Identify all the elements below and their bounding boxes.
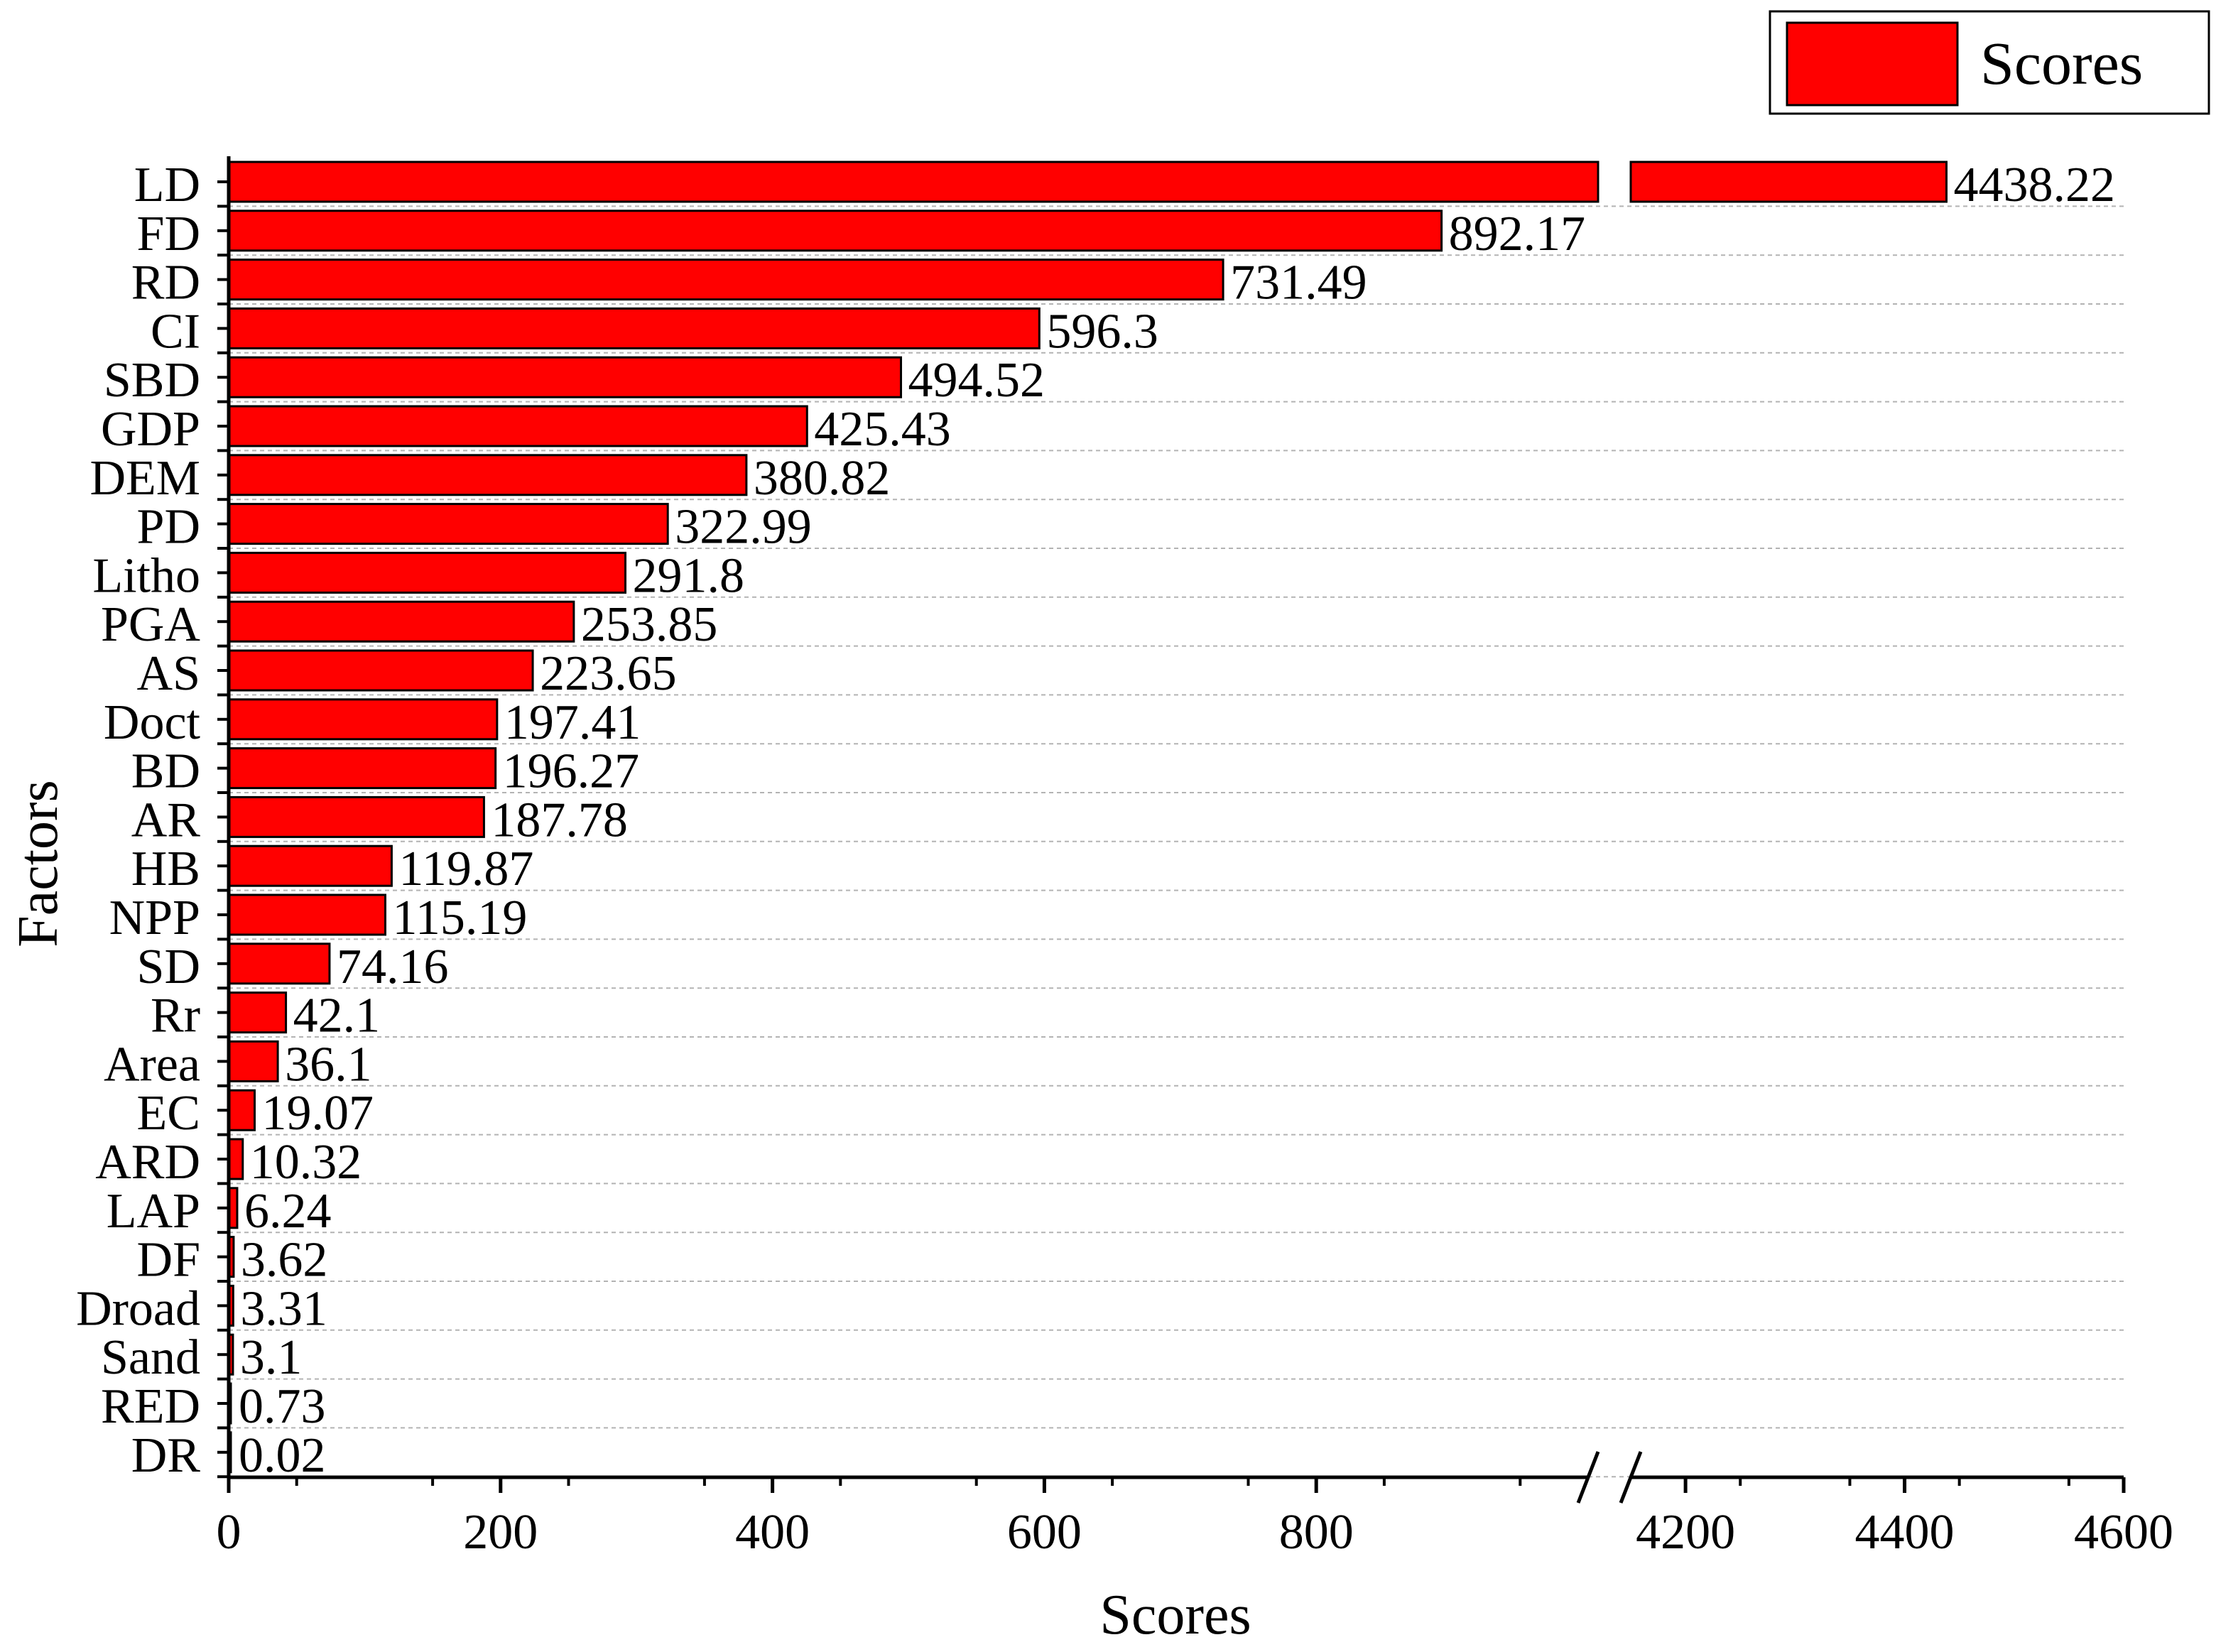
bar <box>227 454 748 496</box>
data-label: 3.1 <box>240 1330 303 1385</box>
x-tick-label: 0 <box>217 1505 241 1560</box>
x-tick-label: 4600 <box>2074 1505 2173 1560</box>
data-label: 494.52 <box>908 353 1045 408</box>
bar <box>227 942 331 985</box>
data-label: 3.31 <box>240 1281 327 1336</box>
bar <box>227 893 386 936</box>
data-label: 36.1 <box>285 1037 372 1092</box>
value-labels: 4438.22 892.17 731.49 596.3494.52425.43380.… <box>239 158 2115 1483</box>
category-label: FD <box>137 207 200 261</box>
bar <box>227 1138 244 1180</box>
category-label: AR <box>131 793 201 847</box>
bar <box>227 747 497 790</box>
axis-break-mark <box>1619 1451 1643 1504</box>
x-axis-ticks: 0 200 400 600 800 4200 4400 4600 <box>217 1477 2173 1560</box>
data-label: 115.19 <box>392 891 527 945</box>
category-label: PD <box>137 500 200 555</box>
category-label: ARD <box>95 1135 200 1190</box>
category-label: Droad <box>76 1281 200 1336</box>
category-label: SD <box>137 940 200 994</box>
x-tick-label: 600 <box>1007 1505 1082 1560</box>
axes <box>217 156 2124 1504</box>
category-label: Rr <box>151 989 200 1043</box>
data-label: 4438.22 <box>1953 158 2115 212</box>
data-label: 196.27 <box>503 744 640 799</box>
category-label: Sand <box>101 1330 200 1385</box>
data-label: 3.62 <box>241 1233 328 1288</box>
x-tick-label: 4200 <box>1636 1505 1735 1560</box>
category-label: DR <box>131 1428 201 1483</box>
bar <box>227 503 669 545</box>
category-label: RED <box>101 1379 200 1434</box>
category-labels: LDFDRDCISBDGDPDEMPDLithoPGAASDoctBDARHBN… <box>76 158 200 1483</box>
data-label: 6.24 <box>244 1184 332 1239</box>
bar <box>227 991 288 1034</box>
bar <box>227 551 627 594</box>
category-label: DF <box>137 1233 200 1288</box>
category-label: SBD <box>104 353 200 408</box>
x-tick-label: 400 <box>735 1505 810 1560</box>
data-label: 223.65 <box>540 646 677 701</box>
category-label: Doct <box>104 695 201 750</box>
category-label: Area <box>104 1037 200 1092</box>
x-axis-title: Scores <box>1099 1584 1251 1646</box>
bar <box>227 259 1224 301</box>
data-label: 0.02 <box>239 1428 326 1483</box>
gridlines <box>229 205 2124 1478</box>
category-label: GDP <box>101 402 200 457</box>
bar <box>227 698 499 741</box>
legend-label: Scores <box>1980 29 2143 97</box>
bar <box>227 307 1041 349</box>
data-label: 119.87 <box>398 842 533 896</box>
category-label: PGA <box>101 597 200 652</box>
category-label: BD <box>131 744 200 799</box>
bar <box>227 600 575 643</box>
bar <box>227 356 903 398</box>
data-label: 731.49 <box>1230 256 1367 310</box>
data-label: 0.73 <box>239 1379 326 1434</box>
axis-break-mark <box>1576 1451 1600 1504</box>
category-label: DEM <box>89 451 200 506</box>
category-label: CI <box>151 304 200 359</box>
data-label: 19.07 <box>261 1086 374 1141</box>
legend: Scores <box>1769 10 2210 115</box>
legend-swatch <box>1786 21 1959 107</box>
category-label: RD <box>131 256 200 310</box>
bar <box>227 405 808 447</box>
bar <box>227 649 534 692</box>
data-label: 892.17 <box>1449 207 1585 261</box>
category-label: EC <box>137 1086 200 1141</box>
bar <box>227 795 485 838</box>
y-axis-title: Factors <box>7 780 70 947</box>
x-tick-label: 200 <box>463 1505 538 1560</box>
data-label: 74.16 <box>337 940 449 994</box>
category-label: Litho <box>92 548 200 603</box>
category-label: LD <box>134 158 200 212</box>
bar <box>227 1089 256 1131</box>
category-label: HB <box>131 842 200 896</box>
data-label: 187.78 <box>491 793 628 847</box>
data-label: 253.85 <box>581 597 718 652</box>
bar <box>227 161 1599 203</box>
data-label: 291.8 <box>633 548 744 603</box>
bar <box>227 844 393 887</box>
category-label: AS <box>137 646 200 701</box>
x-tick-label: 4400 <box>1855 1505 1955 1560</box>
data-label: 425.43 <box>814 402 951 457</box>
bar <box>227 1040 279 1082</box>
data-label: 42.1 <box>293 989 381 1043</box>
bar <box>1629 161 1948 203</box>
bar <box>227 210 1443 252</box>
data-label: 596.3 <box>1046 304 1158 359</box>
data-label: 322.99 <box>675 500 812 555</box>
data-label: 197.41 <box>504 695 641 750</box>
category-label: NPP <box>109 891 200 945</box>
x-tick-label: 800 <box>1279 1505 1354 1560</box>
data-label: 10.32 <box>250 1135 362 1190</box>
category-label: LAP <box>107 1184 200 1239</box>
data-label: 380.82 <box>754 451 891 506</box>
